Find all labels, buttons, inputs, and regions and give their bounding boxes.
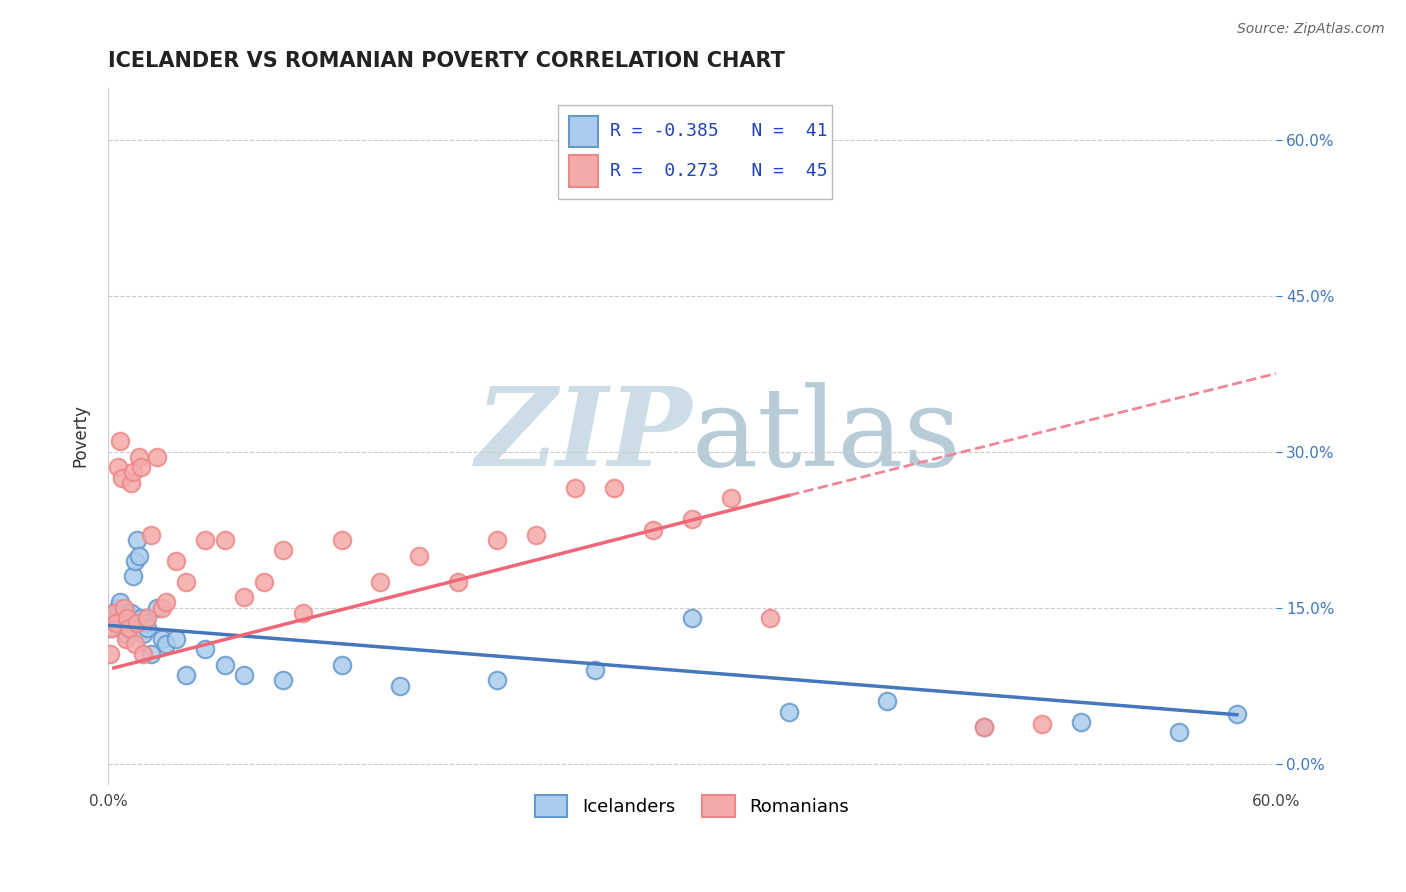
Point: [118, 621, 141, 635]
Point: [253, 574, 276, 589]
Point: [973, 720, 995, 734]
Point: [117, 611, 139, 625]
Point: [132, 626, 155, 640]
Point: [132, 648, 155, 662]
Point: [486, 673, 509, 688]
Point: [120, 606, 142, 620]
Point: [603, 481, 626, 495]
Point: [135, 611, 157, 625]
Point: [98, 648, 121, 662]
FancyBboxPatch shape: [569, 155, 599, 186]
Text: ZIP: ZIP: [475, 382, 692, 490]
Point: [408, 549, 430, 563]
Point: [103, 606, 125, 620]
Point: [128, 549, 150, 563]
Point: [524, 528, 547, 542]
Point: [124, 554, 146, 568]
Point: [114, 626, 136, 640]
Point: [139, 528, 162, 542]
Point: [370, 574, 392, 589]
Point: [681, 512, 703, 526]
Point: [101, 621, 124, 635]
Point: [114, 632, 136, 646]
Point: [641, 523, 664, 537]
Point: [174, 574, 197, 589]
Point: [118, 616, 141, 631]
Text: Source: ZipAtlas.com: Source: ZipAtlas.com: [1237, 22, 1385, 37]
Point: [174, 668, 197, 682]
Point: [388, 679, 411, 693]
Text: R = -0.385   N =  41: R = -0.385 N = 41: [610, 122, 828, 140]
Point: [214, 657, 236, 672]
Point: [117, 606, 139, 620]
Point: [214, 533, 236, 547]
Point: [330, 533, 353, 547]
Point: [128, 450, 150, 464]
Point: [145, 450, 167, 464]
Point: [330, 657, 353, 672]
Point: [778, 705, 800, 719]
Point: [104, 616, 127, 631]
Point: [1167, 725, 1189, 739]
Point: [124, 637, 146, 651]
Point: [447, 574, 470, 589]
Point: [122, 466, 145, 480]
Point: [104, 611, 127, 625]
Point: [165, 632, 187, 646]
Point: [155, 637, 177, 651]
Point: [583, 663, 606, 677]
Point: [973, 720, 995, 734]
Point: [1070, 714, 1092, 729]
Point: [876, 694, 898, 708]
Point: [194, 533, 217, 547]
Point: [127, 533, 149, 547]
Legend: Icelanders, Romanians: Icelanders, Romanians: [527, 788, 856, 824]
Point: [108, 595, 131, 609]
Point: [134, 616, 156, 631]
Point: [112, 616, 135, 631]
Point: [194, 642, 217, 657]
Point: [1031, 717, 1053, 731]
Point: [720, 491, 742, 506]
Point: [107, 600, 129, 615]
Point: [103, 606, 125, 620]
Y-axis label: Poverty: Poverty: [72, 404, 89, 467]
Point: [152, 632, 174, 646]
FancyBboxPatch shape: [569, 116, 599, 147]
Point: [152, 600, 174, 615]
Point: [129, 611, 152, 625]
Point: [271, 673, 294, 688]
Text: ICELANDER VS ROMANIAN POVERTY CORRELATION CHART: ICELANDER VS ROMANIAN POVERTY CORRELATIO…: [108, 51, 785, 70]
Point: [127, 616, 149, 631]
Point: [135, 621, 157, 635]
Point: [233, 668, 256, 682]
Point: [122, 569, 145, 583]
FancyBboxPatch shape: [558, 105, 832, 199]
Point: [155, 595, 177, 609]
Point: [139, 648, 162, 662]
Point: [110, 611, 132, 625]
Point: [98, 621, 121, 635]
Point: [291, 606, 314, 620]
Point: [110, 470, 132, 484]
Point: [233, 591, 256, 605]
Point: [108, 434, 131, 449]
Point: [129, 460, 152, 475]
Point: [564, 481, 586, 495]
Point: [1226, 706, 1249, 721]
Text: R =  0.273   N =  45: R = 0.273 N = 45: [610, 162, 828, 180]
Point: [120, 475, 142, 490]
Point: [107, 460, 129, 475]
Point: [145, 600, 167, 615]
Point: [681, 611, 703, 625]
Point: [486, 533, 509, 547]
Point: [271, 543, 294, 558]
Point: [758, 611, 780, 625]
Point: [101, 611, 124, 625]
Point: [165, 554, 187, 568]
Text: atlas: atlas: [692, 383, 962, 490]
Point: [112, 600, 135, 615]
